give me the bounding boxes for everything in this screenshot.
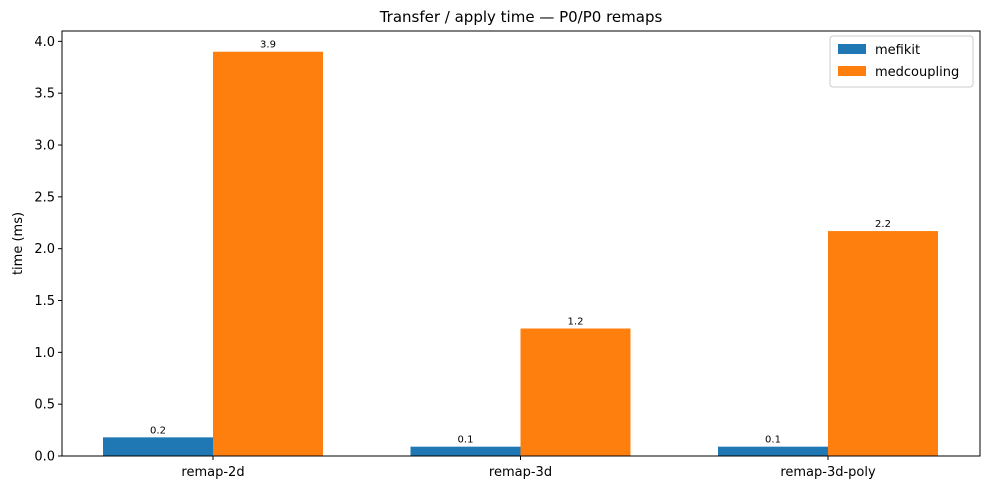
legend: mefikit medcoupling <box>829 35 974 88</box>
y-tick-label: 0.0 <box>34 450 55 465</box>
bars-group: 0.2 0.1 0.1 3.9 1.2 2.2 <box>103 40 938 456</box>
data-label: 0.1 <box>765 435 781 446</box>
y-tick-label: 3.0 <box>34 139 55 154</box>
y-tick-label: 4.0 <box>34 35 55 50</box>
bar-mefikit-remap-3d <box>410 446 521 456</box>
y-tick-label: 3.5 <box>34 87 55 102</box>
y-tick-label: 0.5 <box>34 398 55 413</box>
y-tick-label: 2.0 <box>34 242 55 257</box>
x-tick-label: remap-2d <box>181 465 244 480</box>
y-axis-label: time (ms) <box>11 212 26 275</box>
chart-title: Transfer / apply time — P0/P0 remaps <box>379 8 663 26</box>
y-tick-label: 1.5 <box>34 294 55 309</box>
x-axis: remap-2d remap-3d remap-3d-poly <box>181 456 876 480</box>
bar-mefikit-remap-2d <box>103 437 213 456</box>
data-label: 0.1 <box>458 435 474 446</box>
bar-medcoupling-remap-3d <box>520 328 631 456</box>
bar-medcoupling-remap-2d <box>213 51 323 456</box>
data-label: 1.2 <box>568 317 584 328</box>
x-tick-label: remap-3d <box>489 465 552 480</box>
bar-mefikit-remap-3d-poly <box>718 446 828 456</box>
y-tick-label: 2.5 <box>34 190 55 205</box>
bar-medcoupling-remap-3d-poly <box>828 231 938 456</box>
data-label: 3.9 <box>260 40 276 51</box>
plot-frame <box>61 30 981 457</box>
legend-label-medcoupling: medcoupling <box>875 65 959 80</box>
y-axis: 0.0 0.5 1.0 1.5 2.0 2.5 3.0 3.5 4.0 <box>34 35 62 465</box>
legend-label-mefikit: mefikit <box>875 43 920 58</box>
x-tick-label: remap-3d-poly <box>780 465 876 480</box>
data-label: 2.2 <box>875 219 891 230</box>
legend-swatch-medcoupling <box>838 66 866 76</box>
data-label: 0.2 <box>150 425 166 436</box>
y-tick-label: 1.0 <box>34 346 55 361</box>
legend-swatch-mefikit <box>838 44 866 54</box>
